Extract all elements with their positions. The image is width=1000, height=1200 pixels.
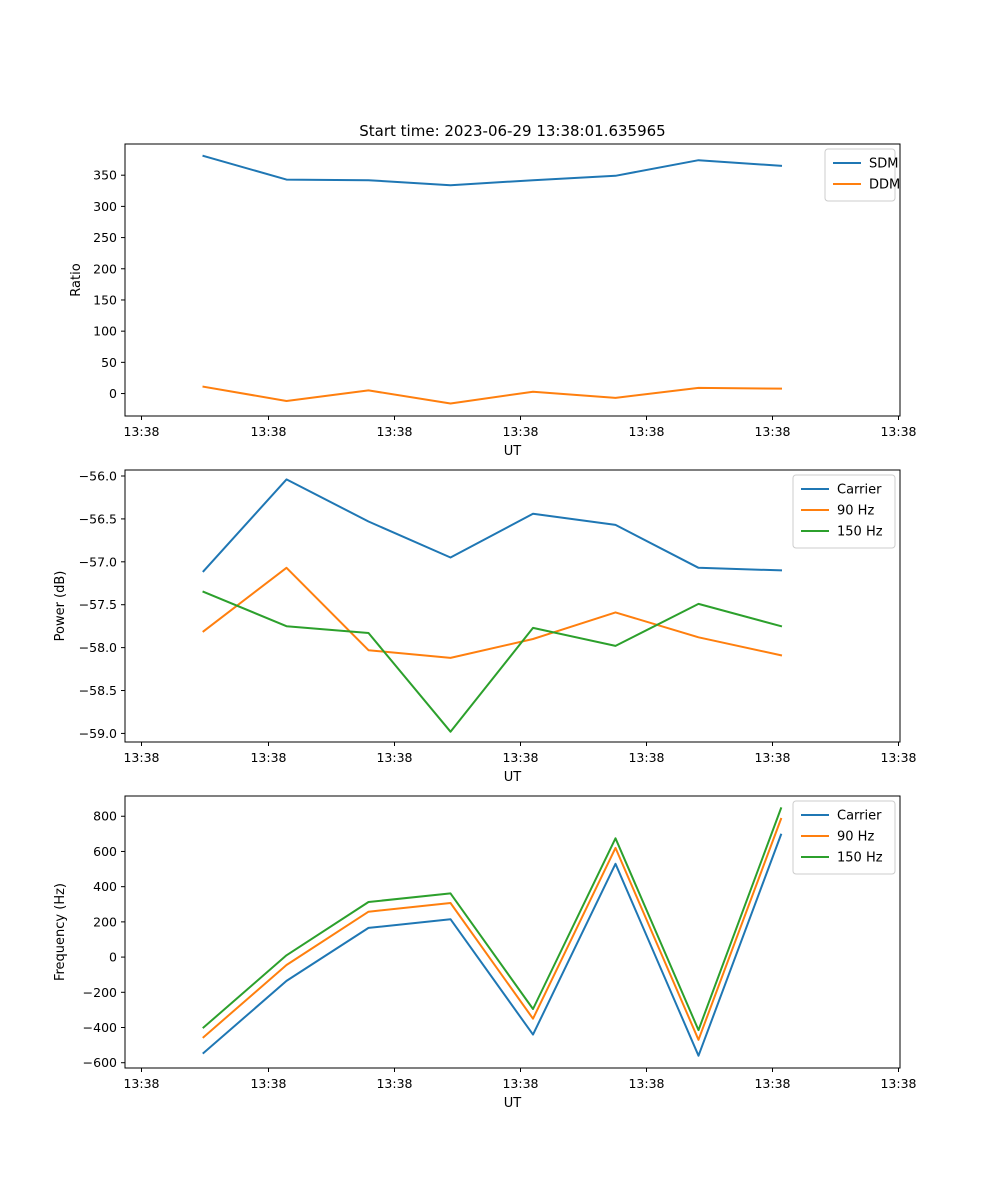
x-tick-label: 13:38 [123, 424, 159, 439]
legend-entry-label: Carrier [837, 809, 882, 824]
y-tick-label: 250 [93, 230, 117, 245]
series-line-carrier [202, 833, 783, 1057]
y-axis-label: Frequency (Hz) [53, 883, 68, 981]
legend-entry-label: Carrier [837, 483, 882, 498]
series-line-ddm [202, 385, 783, 405]
x-tick-label: 13:38 [250, 1076, 286, 1091]
x-tick-label: 13:38 [502, 750, 538, 765]
x-tick-label: 13:38 [628, 1076, 664, 1091]
x-tick-label: 13:38 [502, 424, 538, 439]
plot-panel-3: 13:38 13:38 13:38 13:38 13:38 13:38 13:38 −600 −… [53, 795, 917, 1111]
x-tick-label: 13:38 [376, 424, 412, 439]
axes-frame [124, 143, 901, 417]
series-line-90-hz [202, 817, 783, 1041]
x-tick-label: 13:38 [502, 1076, 538, 1091]
y-tick-label: 800 [93, 809, 117, 824]
y-tick-label: −56.0 [79, 469, 117, 484]
x-tick-label: 13:38 [880, 1076, 916, 1091]
x-tick-label: 13:38 [754, 1076, 790, 1091]
series-line-150-hz [202, 590, 783, 733]
x-tick-label: 13:38 [628, 424, 664, 439]
legend-entry-label: 150 Hz [837, 851, 883, 866]
y-tick-label: −56.5 [79, 511, 117, 526]
y-tick-label: −200 [83, 985, 117, 1000]
x-axis-label: UT [504, 1096, 522, 1111]
y-tick-label: 0 [109, 950, 117, 965]
legend-entry-label: 90 Hz [837, 504, 874, 519]
legend-entry-label: DDM [869, 178, 900, 193]
y-tick-label: −57.5 [79, 597, 117, 612]
y-tick-label: −59.0 [79, 726, 117, 741]
plot-panel-1: 13:38 13:38 13:38 13:38 13:38 13:38 13:38 0 50 10… [69, 143, 917, 459]
series-line-carrier [202, 478, 783, 573]
y-tick-label: −400 [83, 1020, 117, 1035]
x-tick-label: 13:38 [628, 750, 664, 765]
legend: Carrier 90 Hz 150 Hz [792, 800, 896, 875]
y-tick-label: −58.5 [79, 683, 117, 698]
y-tick-label: 0 [109, 386, 117, 401]
y-tick-label: 150 [93, 292, 117, 307]
y-tick-label: 400 [93, 879, 117, 894]
series-line-150-hz [202, 807, 783, 1032]
legend: Carrier 90 Hz 150 Hz [792, 474, 896, 549]
y-tick-label: 200 [93, 261, 117, 276]
y-tick-label: 200 [93, 914, 117, 929]
x-tick-label: 13:38 [123, 1076, 159, 1091]
x-tick-label: 13:38 [250, 750, 286, 765]
x-tick-label: 13:38 [880, 424, 916, 439]
plot-panel-2: 13:38 13:38 13:38 13:38 13:38 13:38 13:38 −59.0… [53, 469, 917, 785]
legend-box [792, 474, 896, 549]
y-axis-label: Ratio [69, 263, 84, 296]
y-tick-label: −600 [83, 1055, 117, 1070]
x-axis-label: UT [504, 444, 522, 459]
x-tick-label: 13:38 [376, 750, 412, 765]
legend-entry-label: 150 Hz [837, 525, 883, 540]
x-tick-label: 13:38 [250, 424, 286, 439]
legend-box [792, 800, 896, 875]
axes-frame [124, 795, 901, 1069]
x-tick-label: 13:38 [754, 424, 790, 439]
series-line-sdm [202, 154, 783, 187]
y-tick-label: 600 [93, 844, 117, 859]
figure-title: Start time: 2023-06-29 13:38:01.635965 [359, 122, 665, 140]
series-line-90-hz [202, 566, 783, 659]
legend-entry-label: 90 Hz [837, 830, 874, 845]
y-tick-label: −58.0 [79, 640, 117, 655]
x-tick-label: 13:38 [376, 1076, 412, 1091]
x-tick-label: 13:38 [123, 750, 159, 765]
x-tick-label: 13:38 [754, 750, 790, 765]
y-tick-label: −57.0 [79, 554, 117, 569]
legend: SDM DDM [824, 148, 900, 202]
axes-frame [124, 469, 901, 743]
legend-entry-label: SDM [869, 157, 898, 172]
y-axis-label: Power (dB) [53, 571, 68, 642]
x-tick-label: 13:38 [880, 750, 916, 765]
x-axis-label: UT [504, 770, 522, 785]
y-tick-label: 50 [101, 355, 117, 370]
y-tick-label: 300 [93, 199, 117, 214]
y-tick-label: 100 [93, 324, 117, 339]
y-tick-label: 350 [93, 168, 117, 183]
plots-container: 13:38 13:38 13:38 13:38 13:38 13:38 13:38 0 50 10… [53, 143, 917, 1111]
